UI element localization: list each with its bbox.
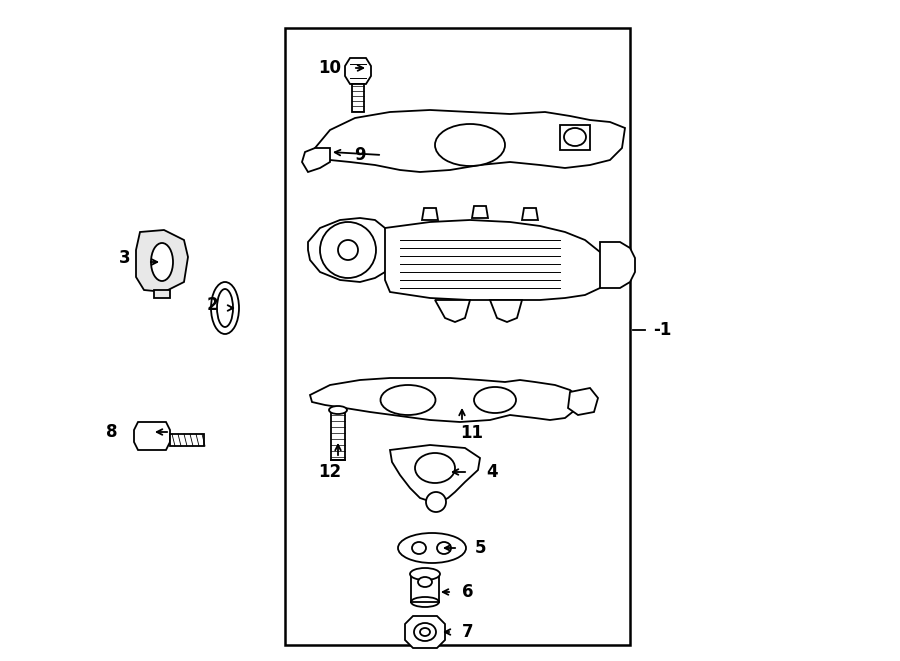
- Polygon shape: [568, 388, 598, 415]
- Polygon shape: [154, 290, 170, 298]
- Polygon shape: [345, 58, 371, 84]
- Ellipse shape: [418, 577, 432, 587]
- Text: 9: 9: [355, 146, 365, 164]
- Circle shape: [338, 240, 358, 260]
- Polygon shape: [302, 148, 330, 172]
- Text: 7: 7: [463, 623, 473, 641]
- Polygon shape: [136, 230, 188, 292]
- Ellipse shape: [420, 628, 430, 636]
- Text: 11: 11: [461, 424, 483, 442]
- Ellipse shape: [217, 289, 233, 327]
- Text: 8: 8: [106, 423, 118, 441]
- Polygon shape: [315, 110, 625, 172]
- Text: 5: 5: [474, 539, 486, 557]
- Polygon shape: [308, 218, 390, 282]
- Ellipse shape: [474, 387, 516, 413]
- Text: 6: 6: [463, 583, 473, 601]
- Polygon shape: [405, 616, 445, 648]
- Polygon shape: [600, 242, 635, 288]
- Ellipse shape: [414, 623, 436, 641]
- Bar: [285, 28, 630, 645]
- Text: 12: 12: [319, 463, 342, 481]
- Polygon shape: [385, 220, 610, 300]
- Text: 3: 3: [119, 249, 130, 267]
- Ellipse shape: [151, 243, 173, 281]
- Circle shape: [320, 222, 376, 278]
- Polygon shape: [435, 300, 470, 322]
- Ellipse shape: [211, 282, 239, 334]
- Ellipse shape: [329, 406, 347, 414]
- Text: 4: 4: [486, 463, 498, 481]
- Ellipse shape: [412, 542, 426, 554]
- Polygon shape: [134, 422, 170, 450]
- Polygon shape: [472, 206, 488, 218]
- Text: 2: 2: [206, 296, 218, 314]
- Ellipse shape: [564, 128, 586, 146]
- Polygon shape: [310, 378, 580, 422]
- Polygon shape: [352, 84, 364, 112]
- Text: 10: 10: [319, 59, 341, 77]
- Polygon shape: [490, 300, 522, 322]
- Ellipse shape: [415, 453, 455, 483]
- Ellipse shape: [410, 568, 440, 580]
- Polygon shape: [422, 208, 438, 220]
- Text: -1: -1: [652, 321, 671, 339]
- Polygon shape: [390, 445, 480, 502]
- Ellipse shape: [381, 385, 436, 415]
- Polygon shape: [411, 574, 439, 602]
- Circle shape: [426, 492, 446, 512]
- Polygon shape: [522, 208, 538, 220]
- Ellipse shape: [437, 542, 451, 554]
- Ellipse shape: [411, 597, 439, 607]
- Polygon shape: [170, 434, 204, 446]
- Polygon shape: [560, 125, 590, 150]
- Polygon shape: [331, 410, 345, 460]
- Ellipse shape: [398, 533, 466, 563]
- Ellipse shape: [435, 124, 505, 166]
